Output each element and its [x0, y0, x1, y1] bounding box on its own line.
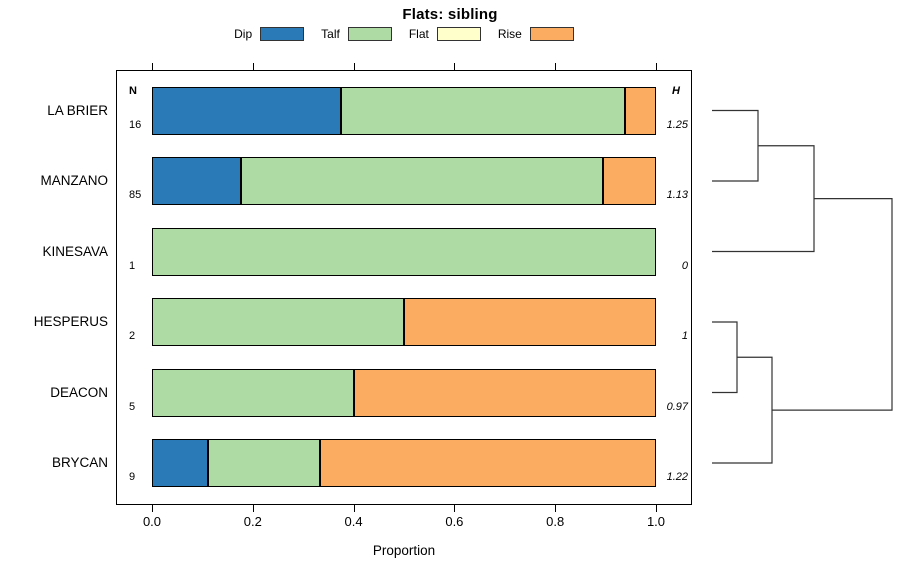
legend: Dip Talf Flat Rise: [116, 25, 692, 42]
x-axis-tick-label: 0.6: [445, 514, 464, 529]
x-axis-tick-top: [252, 63, 254, 70]
legend-swatch-rise: [529, 26, 574, 41]
legend-label: Dip: [234, 26, 253, 41]
x-axis-tick-bottom: [152, 505, 153, 512]
category-label: DEACON: [50, 384, 108, 400]
legend-item-dip: Dip: [234, 26, 305, 41]
bar-hesperus: [152, 298, 656, 346]
bar-kinesava: [152, 227, 656, 276]
x-axis-label: Proportion: [372, 543, 436, 558]
x-axis-tick-bottom: [252, 505, 254, 512]
h-value: 0: [681, 259, 688, 272]
x-axis-tick-top: [656, 63, 657, 70]
x-axis-tick-bottom: [555, 505, 557, 512]
bar-deacon: [152, 368, 656, 417]
bar-segment-rise: [404, 298, 656, 346]
n-value: 2: [129, 330, 136, 342]
dendrogram-branch: [712, 356, 773, 464]
category-label: LA BRIER: [47, 102, 108, 118]
bar-segment-rise: [353, 368, 656, 417]
h-value: 1.25: [666, 118, 688, 131]
bar-manzano: [152, 157, 656, 205]
bar-segment-rise: [624, 86, 656, 135]
bar-brycan: [152, 439, 656, 487]
x-axis-tick-top: [152, 63, 153, 70]
legend-label: Talf: [321, 26, 340, 41]
dendrogram-branch: [712, 145, 815, 253]
category-label: HESPERUS: [33, 314, 108, 329]
h-column-header: H: [672, 85, 680, 97]
plot-area: [116, 70, 692, 505]
x-axis-tick-bottom: [454, 505, 456, 512]
n-value: 85: [129, 189, 142, 201]
x-axis-tick-bottom: [353, 505, 355, 512]
bar-segment-talf: [207, 439, 320, 487]
legend-swatch-flat: [436, 26, 481, 41]
category-label: MANZANO: [40, 173, 109, 188]
h-value: 1.22: [666, 471, 688, 483]
x-axis-tick-top: [353, 63, 355, 70]
bar-segment-talf: [152, 227, 656, 276]
bar-segment-talf: [152, 368, 354, 417]
legend-item-rise: Rise: [497, 26, 574, 41]
x-axis-tick-bottom: [656, 505, 657, 512]
n-value: 1: [129, 259, 136, 272]
legend-item-talf: Talf: [321, 26, 392, 41]
x-axis-tick-top: [454, 63, 456, 70]
legend-label: Rise: [497, 26, 522, 41]
x-axis-tick-top: [555, 63, 557, 70]
bar-segment-talf: [240, 157, 603, 205]
chart-title: Flats: sibling: [402, 6, 498, 23]
bar-segment-dip: [152, 439, 208, 487]
x-axis-tick-label: 1.0: [646, 514, 666, 529]
dendrogram-branch: [712, 109, 759, 182]
h-value: 1: [681, 330, 688, 342]
dendrogram-branch: [772, 198, 893, 411]
x-axis-tick-label: 0.2: [243, 514, 262, 529]
category-label: BRYCAN: [51, 455, 108, 470]
bar-la-brier: [152, 86, 656, 135]
category-label: KINESAVA: [42, 243, 108, 259]
legend-swatch-dip: [260, 26, 305, 41]
dendrogram-branch: [712, 321, 738, 394]
h-value: 1.13: [666, 189, 688, 201]
bar-segment-dip: [152, 157, 241, 205]
x-axis-tick-label: 0.0: [142, 514, 162, 529]
legend-swatch-talf: [347, 26, 392, 41]
legend-item-flat: Flat: [408, 26, 481, 41]
x-axis-tick-label: 0.8: [546, 514, 565, 529]
bar-segment-rise: [319, 439, 656, 487]
n-column-header: N: [129, 85, 137, 97]
n-value: 5: [129, 400, 136, 413]
bar-segment-dip: [152, 86, 341, 135]
bar-segment-talf: [152, 298, 404, 346]
h-value: 0.97: [666, 400, 688, 413]
bar-segment-talf: [341, 86, 625, 135]
n-value: 9: [129, 471, 136, 483]
n-value: 16: [129, 118, 142, 131]
legend-label: Flat: [408, 26, 429, 41]
x-axis-tick-label: 0.4: [344, 514, 363, 529]
bar-segment-rise: [602, 157, 656, 205]
